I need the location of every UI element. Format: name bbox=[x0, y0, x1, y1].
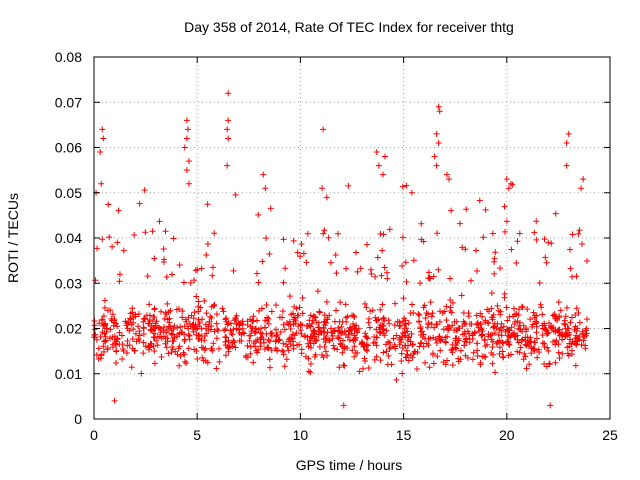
roti-point bbox=[578, 185, 585, 192]
roti-point bbox=[435, 103, 442, 110]
roti-point bbox=[224, 126, 231, 133]
roti-point bbox=[185, 158, 192, 165]
grid-lines bbox=[94, 57, 610, 419]
roti-point bbox=[184, 126, 191, 133]
y-tick-label: 0.05 bbox=[55, 185, 82, 201]
roti-point bbox=[225, 135, 232, 142]
data-points bbox=[91, 90, 591, 409]
y-tick-label: 0.02 bbox=[55, 321, 82, 337]
roti-point bbox=[565, 130, 572, 137]
roti-point bbox=[379, 171, 386, 178]
roti-point bbox=[97, 149, 104, 156]
x-axis-label: GPS time / hours bbox=[296, 457, 403, 473]
roti-point bbox=[431, 153, 438, 160]
roti-point bbox=[563, 139, 570, 146]
x-tick-label: 10 bbox=[293, 427, 309, 443]
roti-point bbox=[320, 126, 327, 133]
roti-point bbox=[99, 126, 106, 133]
roti-point bbox=[433, 130, 440, 137]
roti-point bbox=[340, 402, 347, 409]
chart-title: Day 358 of 2014, Rate Of TEC Index for r… bbox=[184, 19, 514, 35]
roti-point bbox=[225, 90, 232, 97]
roti-point bbox=[507, 180, 514, 187]
roti-point bbox=[580, 176, 587, 183]
roti-point bbox=[185, 180, 192, 187]
roti-point bbox=[436, 108, 443, 115]
y-tick-label: 0.01 bbox=[55, 366, 82, 382]
x-tick-label: 25 bbox=[602, 427, 618, 443]
roti-point bbox=[505, 185, 512, 192]
roti-point bbox=[563, 162, 570, 169]
roti-point bbox=[183, 167, 190, 174]
roti-cloud-markers bbox=[91, 181, 591, 383]
x-tick-label: 0 bbox=[90, 427, 98, 443]
y-tick-label: 0.03 bbox=[55, 275, 82, 291]
x-tick-label: 15 bbox=[396, 427, 412, 443]
y-tick-label: 0.04 bbox=[55, 230, 82, 246]
roti-point bbox=[373, 149, 380, 156]
roti-point bbox=[382, 153, 389, 160]
y-axis-label: ROTI / TECUs bbox=[5, 193, 21, 283]
roti-point bbox=[443, 171, 450, 178]
x-tick-label: 20 bbox=[499, 427, 515, 443]
roti-point bbox=[181, 144, 188, 151]
roti-point bbox=[547, 402, 554, 409]
roti-point bbox=[319, 185, 326, 192]
y-tick-label: 0.06 bbox=[55, 140, 82, 156]
y-tick-label: 0.08 bbox=[55, 49, 82, 65]
roti-point bbox=[260, 171, 267, 178]
x-tick-label: 5 bbox=[193, 427, 201, 443]
roti-point bbox=[183, 135, 190, 142]
roti-point bbox=[225, 117, 232, 124]
roti-point bbox=[98, 180, 105, 187]
roti-point bbox=[262, 185, 269, 192]
roti-point bbox=[111, 397, 118, 404]
axes: 0 5 10 15 20 25 0 0.01 0.02 0.03 0.04 0.05 0.06 0.07 0… bbox=[55, 49, 618, 443]
roti-point bbox=[433, 162, 440, 169]
roti-point bbox=[503, 176, 510, 183]
roti-point bbox=[183, 117, 190, 124]
roti-point bbox=[446, 176, 453, 183]
roti-point bbox=[224, 162, 231, 169]
roti-point bbox=[435, 139, 442, 146]
roti-point bbox=[408, 189, 415, 196]
y-tick-label: 0.07 bbox=[55, 94, 82, 110]
roti-point bbox=[375, 162, 382, 169]
y-tick-label: 0 bbox=[74, 411, 82, 427]
roti-point bbox=[100, 135, 107, 142]
